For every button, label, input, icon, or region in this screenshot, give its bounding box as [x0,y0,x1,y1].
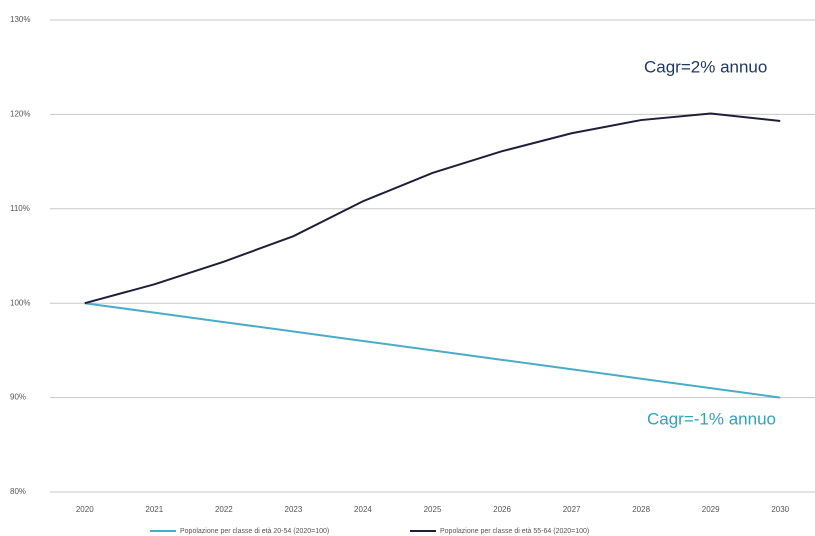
x-tick-label: 2027 [563,505,581,514]
y-tick-label: 110% [10,204,30,213]
x-tick-label: 2021 [145,505,163,514]
x-tick-label: 2025 [424,505,442,514]
x-tick-label: 2024 [354,505,372,514]
x-tick-label: 2022 [215,505,233,514]
line-series [84,112,781,305]
x-tick-label: 2020 [76,505,94,514]
x-tick-label: 2026 [493,505,511,514]
y-tick-label: 80% [10,487,26,496]
y-tick-label: 100% [10,298,30,307]
x-tick-label: 2030 [771,505,789,514]
legend-label: Popolazione per classe di età 20-54 (202… [180,528,329,535]
y-tick-label: 130% [10,15,30,24]
legend-label: Popolazione per classe di età 55-64 (202… [440,528,589,535]
line-series [84,302,781,399]
annotation: Cagr=-1% annuo [647,409,776,428]
x-tick-label: 2023 [285,505,303,514]
y-tick-label: 120% [10,110,30,119]
x-tick-label: 2028 [632,505,650,514]
annotation: Cagr=2% annuo [644,57,767,76]
y-tick-label: 90% [10,393,26,402]
x-tick-label: 2029 [702,505,720,514]
